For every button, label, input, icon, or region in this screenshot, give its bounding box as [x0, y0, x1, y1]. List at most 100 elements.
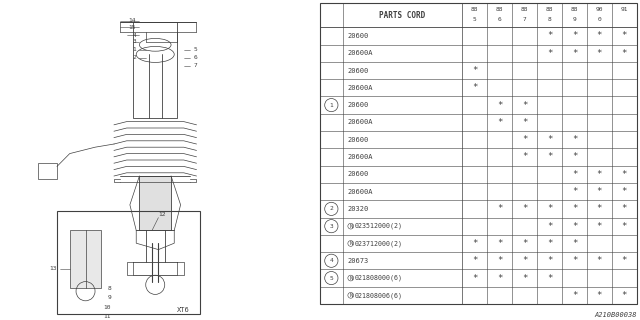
Text: *: *	[596, 49, 602, 58]
Text: N: N	[349, 276, 352, 281]
Text: 1: 1	[330, 103, 333, 108]
Text: 20600: 20600	[348, 33, 369, 39]
Text: 021808006(6): 021808006(6)	[355, 292, 403, 299]
Text: *: *	[596, 222, 602, 231]
Text: 10: 10	[104, 305, 111, 310]
Text: 20600A: 20600A	[348, 154, 373, 160]
Text: *: *	[547, 31, 552, 40]
Text: *: *	[497, 118, 502, 127]
Text: *: *	[547, 49, 552, 58]
Text: *: *	[572, 239, 577, 248]
Text: 4: 4	[330, 258, 333, 263]
Text: *: *	[497, 256, 502, 265]
Text: *: *	[621, 170, 627, 179]
Text: N: N	[349, 293, 352, 298]
Text: A210B00038: A210B00038	[595, 312, 637, 318]
Text: *: *	[572, 49, 577, 58]
Text: *: *	[572, 31, 577, 40]
Text: *: *	[472, 274, 477, 283]
Text: *: *	[572, 170, 577, 179]
Text: 6: 6	[498, 17, 502, 22]
Text: *: *	[547, 204, 552, 213]
Text: 11: 11	[104, 314, 111, 319]
Text: *: *	[596, 204, 602, 213]
Text: *: *	[572, 204, 577, 213]
Bar	[57, 211, 200, 314]
Text: 3: 3	[132, 39, 136, 44]
Bar	[70, 230, 101, 288]
Text: 91: 91	[621, 7, 628, 12]
Text: 9: 9	[107, 295, 111, 300]
Text: *: *	[522, 274, 527, 283]
Text: 021808000(6): 021808000(6)	[355, 275, 403, 281]
Text: 023512000(2): 023512000(2)	[355, 223, 403, 229]
Text: 3: 3	[330, 224, 333, 229]
Text: 6: 6	[193, 55, 197, 60]
Text: *: *	[621, 204, 627, 213]
Text: *: *	[572, 256, 577, 265]
Text: *: *	[596, 187, 602, 196]
Text: 13: 13	[49, 266, 57, 271]
Text: 15: 15	[129, 25, 136, 30]
Text: XT6: XT6	[177, 308, 190, 313]
Text: *: *	[572, 153, 577, 162]
Text: *: *	[497, 204, 502, 213]
Text: 5: 5	[330, 276, 333, 281]
Text: 20600: 20600	[348, 137, 369, 143]
Text: *: *	[621, 187, 627, 196]
Text: *: *	[522, 153, 527, 162]
Text: 88: 88	[496, 7, 504, 12]
Text: *: *	[522, 256, 527, 265]
Text: *: *	[522, 204, 527, 213]
Text: 5: 5	[473, 17, 477, 22]
Text: N: N	[349, 224, 352, 229]
Text: 2: 2	[132, 55, 136, 60]
Text: 5: 5	[193, 47, 197, 52]
Text: 8: 8	[107, 285, 111, 291]
Text: *: *	[572, 291, 577, 300]
Text: *: *	[547, 274, 552, 283]
Text: 7: 7	[523, 17, 527, 22]
Text: N: N	[349, 241, 352, 246]
Text: *: *	[497, 100, 502, 109]
Bar	[140, 176, 171, 230]
Text: *: *	[547, 135, 552, 144]
Text: 20600A: 20600A	[348, 119, 373, 125]
Text: 90: 90	[596, 7, 603, 12]
Text: 88: 88	[471, 7, 479, 12]
Text: *: *	[497, 274, 502, 283]
Text: *: *	[596, 31, 602, 40]
Text: 1: 1	[132, 47, 136, 52]
Text: 20600A: 20600A	[348, 188, 373, 195]
Text: *: *	[472, 256, 477, 265]
Text: *: *	[596, 256, 602, 265]
Text: 20600A: 20600A	[348, 85, 373, 91]
Bar	[133, 22, 177, 118]
Text: *: *	[621, 31, 627, 40]
Text: 8: 8	[548, 17, 552, 22]
Bar	[38, 163, 57, 179]
Text: *: *	[572, 135, 577, 144]
Text: *: *	[621, 222, 627, 231]
Text: *: *	[621, 256, 627, 265]
Text: 023712000(2): 023712000(2)	[355, 240, 403, 247]
Text: *: *	[596, 170, 602, 179]
Text: 88: 88	[521, 7, 529, 12]
Text: *: *	[472, 83, 477, 92]
Text: 14: 14	[129, 18, 136, 23]
Text: 9: 9	[573, 17, 576, 22]
Text: 20673: 20673	[348, 258, 369, 264]
Text: *: *	[572, 222, 577, 231]
Text: *: *	[472, 66, 477, 75]
Text: 7: 7	[193, 63, 197, 68]
Text: *: *	[596, 291, 602, 300]
Text: *: *	[522, 239, 527, 248]
Text: 0: 0	[598, 17, 601, 22]
Text: *: *	[522, 118, 527, 127]
Text: 20320: 20320	[348, 206, 369, 212]
Text: PARTS CORD: PARTS CORD	[380, 11, 426, 20]
Text: 88: 88	[546, 7, 553, 12]
Text: 20600: 20600	[348, 102, 369, 108]
Text: 20600: 20600	[348, 68, 369, 74]
Text: *: *	[522, 135, 527, 144]
